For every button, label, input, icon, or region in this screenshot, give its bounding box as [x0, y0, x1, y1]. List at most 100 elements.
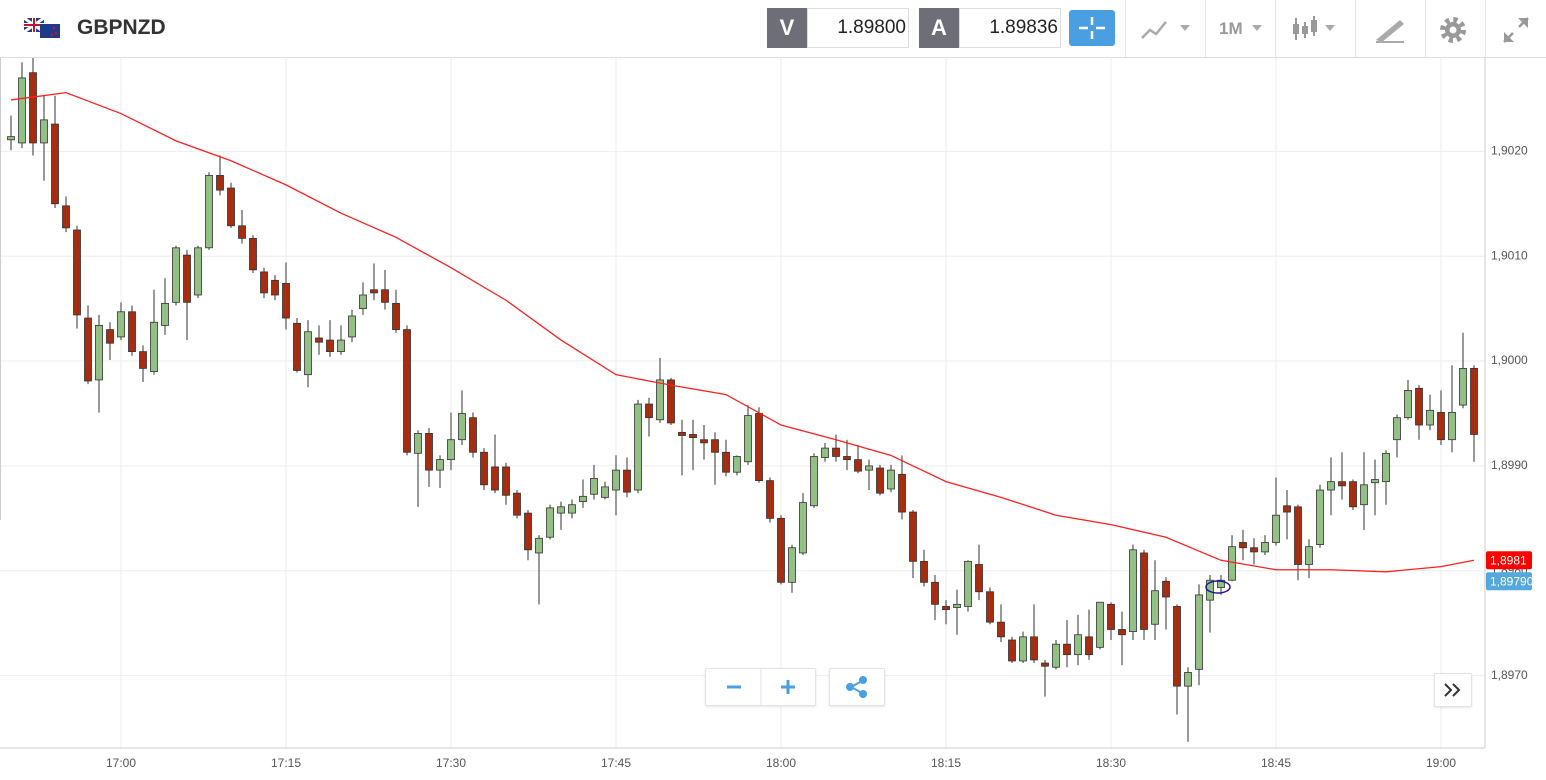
x-tick-label: 17:30 — [436, 756, 466, 770]
candle-body — [953, 603, 961, 608]
zoom-controls — [705, 668, 816, 706]
candle-body — [1140, 552, 1148, 630]
chart-type-button[interactable] — [1140, 18, 1195, 42]
candle-body — [920, 560, 928, 583]
candle-body — [1272, 514, 1280, 543]
candle-body — [271, 279, 279, 296]
y-tick-label: 1,8990 — [1491, 458, 1528, 472]
sell-price[interactable]: 1.89800 — [807, 8, 909, 48]
candle-body — [865, 465, 873, 471]
candle-body — [326, 339, 334, 353]
candle-body — [1305, 546, 1313, 565]
price-tag — [1486, 572, 1532, 591]
candle-body — [1151, 590, 1159, 625]
candle-body — [645, 403, 653, 419]
candle-body — [106, 329, 114, 344]
candle-body — [117, 311, 125, 338]
share-button[interactable] — [829, 668, 885, 706]
candle-body — [1030, 636, 1038, 661]
price-tag-label: 1,8981 — [1490, 553, 1527, 567]
candle-body — [1250, 547, 1258, 553]
candle-body — [1459, 367, 1467, 406]
candle-body — [414, 433, 422, 454]
candle-body — [348, 315, 356, 338]
candle-body — [909, 511, 917, 562]
zoom-in-button[interactable] — [781, 680, 795, 694]
candle-body — [1382, 452, 1390, 483]
candle-body — [931, 581, 939, 605]
candle-body — [700, 439, 708, 444]
candle-body — [887, 469, 895, 490]
candle-body — [1063, 643, 1071, 656]
candle-body — [1206, 579, 1214, 601]
candle-body — [733, 456, 741, 473]
settings-button[interactable] — [1438, 15, 1468, 45]
candle-body — [964, 560, 972, 607]
x-tick-label: 17:00 — [106, 756, 136, 770]
candle-body — [557, 506, 565, 514]
candle-body — [1184, 672, 1192, 687]
price-tag — [1486, 551, 1532, 570]
x-tick-label: 17:15 — [271, 756, 301, 770]
y-tick-label: 1,9020 — [1491, 144, 1528, 158]
candle-body — [1404, 390, 1412, 419]
selection-marker — [1205, 580, 1231, 594]
candle-body — [216, 175, 224, 191]
sell-button[interactable]: V — [767, 8, 807, 48]
candle-body — [689, 434, 697, 439]
scroll-end-button[interactable] — [1434, 673, 1472, 707]
candle-body — [18, 77, 26, 144]
flag-icon — [24, 18, 60, 38]
candle-body — [1041, 662, 1049, 667]
candle-body — [150, 321, 158, 372]
candle-body — [238, 225, 246, 239]
candle-body — [1338, 481, 1346, 487]
price-tag-label: 1,89790 — [1490, 574, 1534, 588]
candle-body — [1316, 489, 1324, 545]
candle-body — [755, 413, 763, 481]
candle-body — [1327, 481, 1335, 491]
candle-body — [975, 564, 983, 593]
crosshair-button[interactable] — [1069, 10, 1115, 46]
buy-price[interactable]: 1.89836 — [959, 8, 1061, 48]
candle-body — [304, 331, 312, 376]
candle-body — [7, 136, 15, 141]
candle-body — [711, 439, 719, 453]
candle-body — [1294, 506, 1302, 565]
candle-body — [139, 351, 147, 369]
candle-body — [62, 205, 70, 229]
candle-body — [1239, 542, 1247, 549]
y-tick-label: 1,8970 — [1491, 668, 1528, 682]
candle-body — [1162, 580, 1170, 598]
buy-button[interactable]: A — [919, 8, 959, 48]
candle-body — [359, 294, 367, 310]
candle-body — [810, 456, 818, 507]
candle-body — [1415, 387, 1423, 426]
candle-body — [40, 119, 48, 144]
candle-body — [821, 447, 829, 458]
candle-body — [1129, 549, 1137, 633]
separator — [1275, 0, 1276, 57]
candle-body — [623, 469, 631, 493]
candle-body — [227, 187, 235, 227]
drawing-tool-button[interactable] — [1374, 16, 1406, 44]
candle-body — [1195, 594, 1203, 670]
candle-body — [425, 433, 433, 471]
candle-body — [95, 325, 103, 381]
candle-body — [832, 447, 840, 457]
candle-body — [1393, 417, 1401, 441]
x-tick-label: 18:15 — [931, 756, 961, 770]
candle-type-button[interactable] — [1290, 14, 1340, 44]
candle-body — [876, 467, 884, 494]
candle-body — [744, 415, 752, 463]
candle-body — [656, 379, 664, 421]
timeframe-button[interactable]: 1M — [1219, 19, 1243, 38]
moving-average-line — [10, 91, 1475, 573]
candle-body — [1173, 606, 1181, 687]
candle-body — [315, 337, 323, 343]
candle-body — [898, 473, 906, 513]
y-tick-label: 1,9000 — [1491, 353, 1528, 367]
candle-body — [546, 507, 554, 538]
fullscreen-button[interactable] — [1500, 14, 1532, 46]
